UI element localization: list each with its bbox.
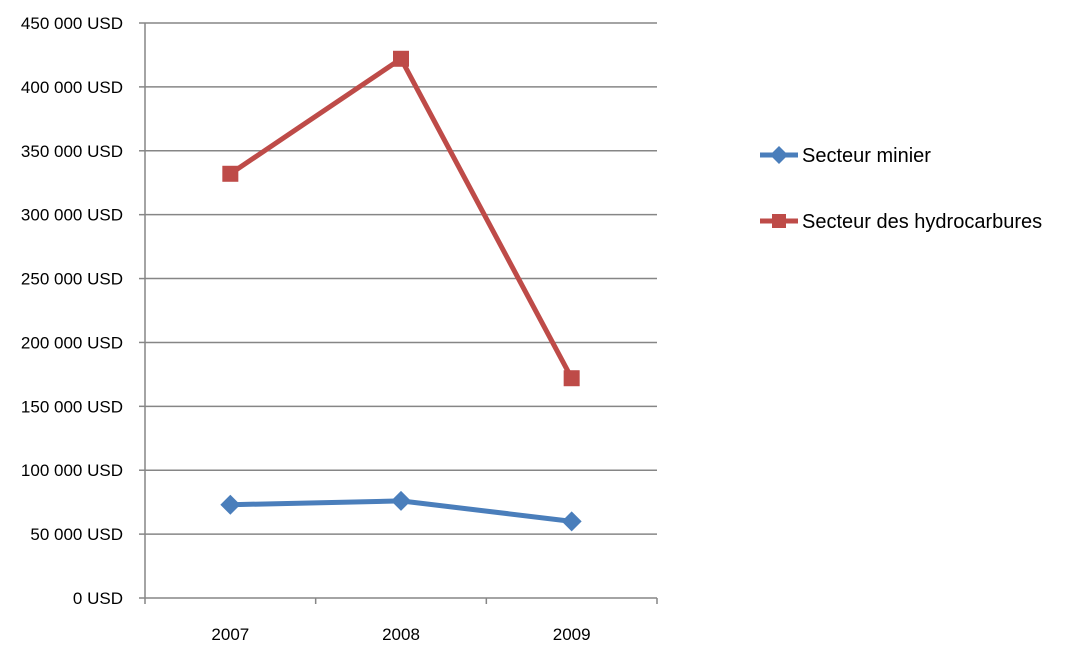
legend-item: Secteur des hydrocarbures [760,211,1042,233]
y-tick-label: 350 000 USD [21,142,123,161]
y-tick-label: 0 USD [73,589,123,608]
legend: Secteur minier Secteur des hydrocarbures [760,145,1042,233]
data-point-square [393,50,409,67]
data-point-diamond [561,511,582,532]
data-point-diamond [770,146,788,164]
data-point-diamond [220,494,241,515]
y-tick-label: 250 000 USD [21,270,123,289]
data-point-square [222,165,239,182]
y-tick-label: 50 000 USD [30,525,123,544]
y-tick-label: 450 000 USD [21,14,123,33]
legend-label: Secteur des hydrocarbures [802,211,1042,233]
axes [144,23,658,604]
series-1 [220,490,582,532]
y-tick-label: 100 000 USD [21,461,123,480]
x-tick-label: 2009 [553,625,591,644]
legend-item: Secteur minier [760,145,931,167]
data-point-diamond [391,490,411,511]
y-tick-label: 400 000 USD [21,78,123,97]
series [220,50,582,532]
y-tick-label: 300 000 USD [21,206,123,225]
series-line [228,56,574,380]
y-tick-label: 150 000 USD [21,397,123,416]
gridlines [139,22,657,599]
series-2 [222,50,580,387]
data-point-square [563,370,580,387]
y-tick-label: 200 000 USD [21,333,123,352]
x-tick-label: 2008 [382,625,420,644]
legend-label: Secteur minier [802,145,931,167]
x-tick-label: 2007 [211,625,249,644]
y-axis-tick-labels: 0 USD 50 000 USD 100 000 USD 150 000 USD 200… [21,14,123,608]
x-axis-tick-labels: 2007 2008 2009 [211,625,590,644]
data-point-square [772,214,786,228]
